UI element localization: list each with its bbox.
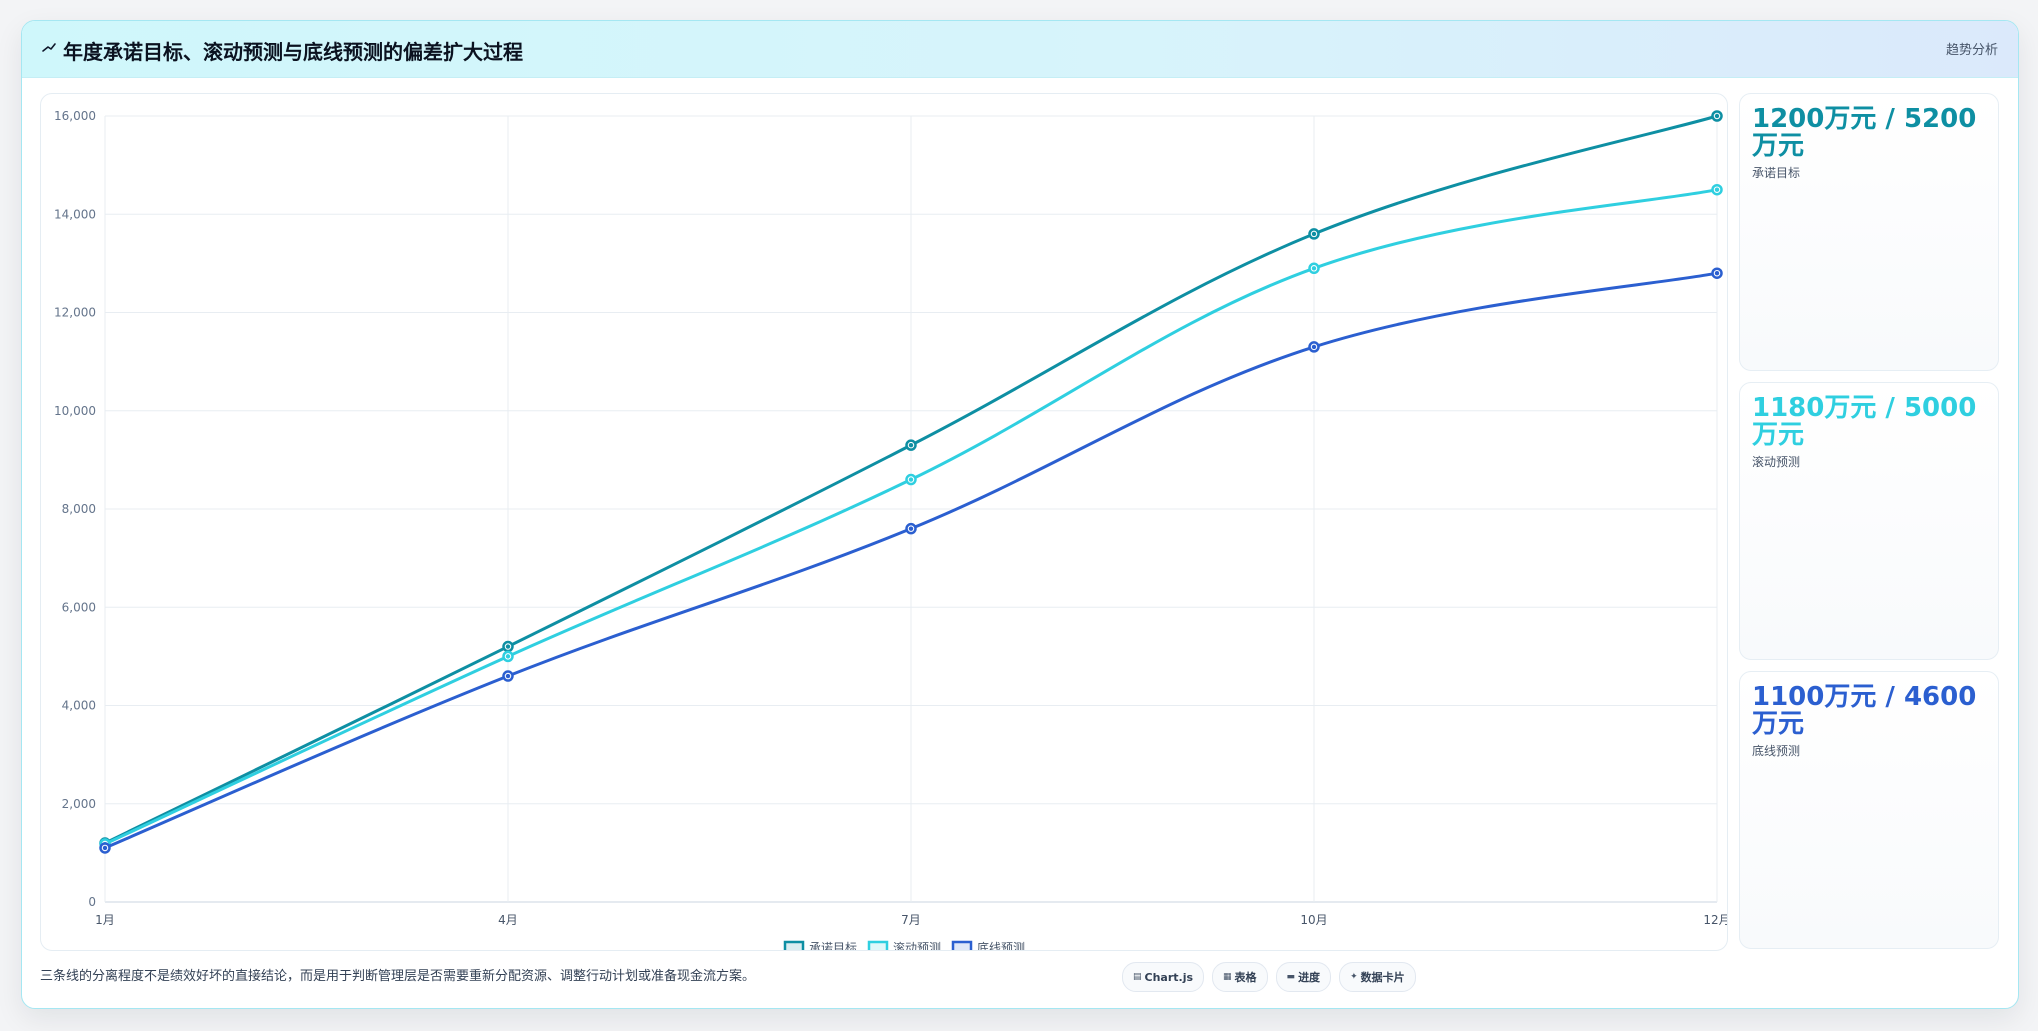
chip-chartjs[interactable]: ▤ Chart.js [1122, 962, 1205, 992]
data-point-core [1311, 266, 1317, 271]
sparkle-icon: ✦ [1350, 972, 1358, 982]
data-point-core [505, 673, 511, 679]
x-tick-label: 1月 [95, 913, 115, 927]
stat-value: 1200万元 / 5200万元 [1752, 104, 1977, 161]
data-point-core [1714, 271, 1720, 276]
x-tick-label: 10月 [1300, 913, 1327, 927]
data-point-core [102, 845, 108, 851]
stat-value: 1180万元 / 5000万元 [1752, 393, 1977, 450]
x-tick-label: 12月 [1703, 913, 1727, 927]
x-tick-label: 7月 [901, 913, 921, 927]
legend-label: 底线预测 [977, 940, 1025, 950]
data-point-core [505, 644, 511, 649]
page-title: 年度承诺目标、滚动预测与底线预测的偏差扩大过程 [63, 40, 523, 64]
line-chart: 0 2,000 4,000 6,000 8,000 10,000 12,000 14,000 1… [54, 109, 1727, 950]
stat-label: 滚动预测 [1752, 455, 1801, 469]
chart-icon: ▤ [1133, 972, 1142, 982]
feature-chips: ▤ Chart.js ▦ 表格 ▬ 进度 ✦ 数据卡片 [1122, 962, 1416, 992]
chip-label: Chart.js [1144, 970, 1194, 984]
card-header: 年度承诺目标、滚动预测与底线预测的偏差扩大过程 趋势分析 [22, 21, 2018, 78]
y-tick-label: 6,000 [62, 600, 96, 614]
y-tick-label: 16,000 [54, 109, 96, 123]
y-tick-label: 2,000 [62, 797, 96, 811]
y-tick-label: 10,000 [54, 404, 96, 418]
y-tick-label: 14,000 [54, 207, 96, 221]
trend-line-icon [42, 43, 56, 52]
stat-label: 承诺目标 [1752, 166, 1801, 180]
data-point-core [908, 526, 914, 531]
stat-card-rolling: 1180万元 / 5000万元 滚动预测 [1739, 382, 1999, 660]
data-point-core [1311, 344, 1317, 350]
x-tick-label: 4月 [498, 913, 518, 927]
dashboard-card: 年度承诺目标、滚动预测与底线预测的偏差扩大过程 趋势分析 0 2,000 4,000… [21, 20, 2019, 1009]
y-tick-label: 8,000 [62, 502, 96, 516]
legend-swatch [951, 940, 973, 950]
data-point-core [908, 442, 914, 448]
data-point-core [1714, 113, 1720, 119]
y-tick-label: 0 [88, 895, 96, 909]
stat-card-floor: 1100万元 / 4600万元 底线预测 [1739, 671, 1999, 949]
y-tick-label: 4,000 [62, 699, 96, 713]
legend-label: 滚动预测 [893, 940, 941, 950]
chip-table[interactable]: ▦ 表格 [1212, 962, 1268, 992]
chip-data-card[interactable]: ✦ 数据卡片 [1339, 962, 1416, 992]
legend-swatch [867, 940, 889, 950]
chart-panel: 0 2,000 4,000 6,000 8,000 10,000 12,000 14,000 1… [40, 93, 1728, 951]
data-point-core [908, 477, 914, 482]
chip-label: 进度 [1298, 971, 1321, 984]
progress-icon: ▬ [1286, 972, 1296, 982]
data-point-core [1311, 231, 1317, 237]
table-icon: ▦ [1223, 972, 1232, 982]
chip-progress[interactable]: ▬ 进度 [1275, 962, 1332, 992]
stat-value: 1100万元 / 4600万元 [1752, 682, 1977, 739]
chip-label: 表格 [1234, 971, 1257, 984]
stat-label: 底线预测 [1752, 744, 1801, 758]
legend-label: 承诺目标 [809, 941, 857, 950]
trend-analysis-tag[interactable]: 趋势分析 [1945, 43, 1998, 58]
data-point-core [1714, 187, 1720, 192]
stat-card-commitment: 1200万元 / 5200万元 承诺目标 [1739, 93, 1999, 371]
footer-note: 三条线的分离程度不是绩效好坏的直接结论，而是用于判断管理层是否需要重新分配资源、… [40, 969, 756, 984]
data-point-core [505, 654, 511, 659]
chip-label: 数据卡片 [1360, 971, 1405, 984]
y-tick-label: 12,000 [54, 306, 96, 320]
legend-swatch [783, 940, 805, 950]
